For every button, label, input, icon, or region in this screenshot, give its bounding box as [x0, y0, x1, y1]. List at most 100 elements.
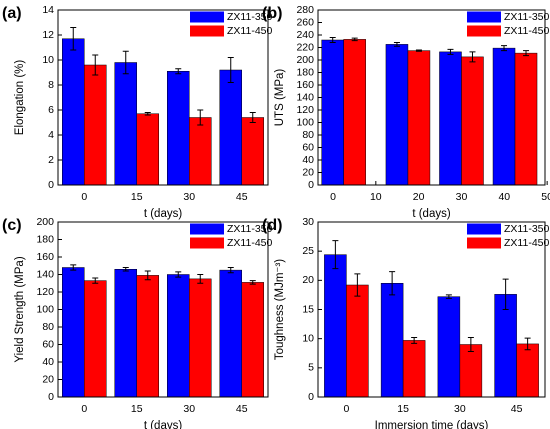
error-bar — [175, 271, 182, 278]
error-bar — [411, 337, 418, 344]
y-tick-label: 140 — [296, 91, 314, 103]
bar — [321, 39, 344, 186]
y-tick-label: 180 — [36, 233, 54, 245]
y-tick-label: 180 — [296, 66, 314, 78]
x-axis-label: t (days) — [144, 420, 183, 429]
error-bar — [502, 278, 509, 310]
error-bar — [523, 50, 530, 57]
legend-label: ZX11-350 — [504, 11, 549, 23]
bar — [219, 69, 242, 186]
bar — [84, 280, 107, 398]
y-tick-label: 80 — [302, 129, 314, 141]
x-tick-label: 40 — [498, 191, 510, 203]
y-axis-label: Yield Strength (MPa) — [14, 256, 26, 362]
y-axis-label: Elongation (%) — [14, 60, 26, 136]
bar — [461, 56, 484, 186]
x-tick-label: 30 — [183, 191, 195, 203]
bar — [459, 344, 483, 398]
error-bar — [415, 49, 422, 52]
error-bar — [393, 42, 400, 47]
bar — [84, 64, 107, 186]
plot-frame — [57, 9, 269, 186]
y-tick-label: 8 — [48, 79, 54, 91]
x-tick-label: 10 — [370, 191, 382, 203]
panel-label: (d) — [262, 217, 282, 234]
error-bar — [329, 37, 336, 43]
bar — [62, 38, 85, 186]
error-bar — [122, 50, 129, 75]
x-tick-label: 45 — [511, 403, 523, 415]
legend-swatch — [190, 25, 224, 37]
y-tick-label: 14 — [42, 4, 54, 16]
bar — [219, 269, 242, 398]
error-bar — [445, 294, 452, 299]
y-tick-label: 0 — [308, 391, 314, 403]
y-tick-label: 60 — [42, 338, 54, 350]
error-bar — [469, 51, 476, 63]
error-bar — [524, 337, 531, 351]
y-tick-label: 220 — [296, 41, 314, 53]
y-tick-label: 200 — [296, 54, 314, 66]
legend-swatch — [190, 11, 224, 23]
bar — [385, 44, 409, 186]
error-bar — [501, 45, 508, 52]
bar — [516, 343, 539, 398]
bar — [114, 269, 137, 398]
y-tick-label: 20 — [302, 166, 314, 178]
y-axis-label: Toughness (MJm⁻³) — [274, 259, 286, 360]
bar — [324, 254, 347, 398]
panel-label: (b) — [262, 5, 282, 22]
error-bar — [249, 280, 256, 285]
error-bar — [175, 68, 182, 75]
bar — [439, 51, 462, 186]
y-tick-label: 20 — [302, 274, 314, 286]
error-bar — [122, 267, 129, 272]
y-tick-label: 40 — [302, 154, 314, 166]
x-tick-label: 50 — [541, 191, 550, 203]
y-tick-label: 260 — [296, 16, 314, 28]
x-tick-label: 30 — [454, 403, 466, 415]
bar — [241, 117, 264, 186]
y-tick-label: 280 — [296, 4, 314, 16]
error-bar — [332, 240, 339, 270]
y-tick-label: 240 — [296, 29, 314, 41]
x-tick-label: 0 — [343, 403, 349, 415]
bar — [346, 284, 369, 398]
error-bar — [144, 270, 151, 281]
error-bar — [354, 273, 361, 297]
bar — [167, 274, 190, 398]
y-tick-label: 0 — [48, 391, 54, 403]
y-tick-label: 25 — [302, 245, 314, 257]
x-tick-label: 0 — [330, 191, 336, 203]
plot-frame — [57, 221, 269, 398]
bar — [437, 296, 461, 398]
bar — [407, 50, 431, 186]
x-tick-label: 30 — [183, 403, 195, 415]
y-tick-label: 10 — [42, 54, 54, 66]
error-bar — [70, 264, 77, 271]
y-axis-label: UTS (MPa) — [274, 69, 286, 127]
bar — [492, 47, 516, 186]
legend-swatch — [467, 223, 501, 235]
y-tick-label: 160 — [296, 79, 314, 91]
legend-label: ZX11-450 — [504, 237, 549, 249]
x-tick-label: 0 — [81, 191, 87, 203]
x-tick-label: 45 — [236, 191, 248, 203]
error-bar — [467, 337, 474, 352]
legend-swatch — [467, 11, 501, 23]
x-tick-label: 30 — [456, 191, 468, 203]
legend-label: ZX11-450 — [227, 25, 272, 37]
x-axis-label: t (days) — [144, 208, 183, 220]
y-tick-label: 0 — [308, 179, 314, 191]
x-tick-label: 20 — [413, 191, 425, 203]
error-bar — [249, 112, 256, 123]
y-tick-label: 30 — [302, 216, 314, 228]
error-bar — [389, 271, 396, 296]
y-tick-label: 100 — [296, 116, 314, 128]
legend-label: ZX11-450 — [227, 237, 272, 249]
y-tick-label: 60 — [302, 141, 314, 153]
error-bar — [70, 27, 77, 51]
bar — [167, 71, 190, 186]
bar — [189, 278, 212, 398]
